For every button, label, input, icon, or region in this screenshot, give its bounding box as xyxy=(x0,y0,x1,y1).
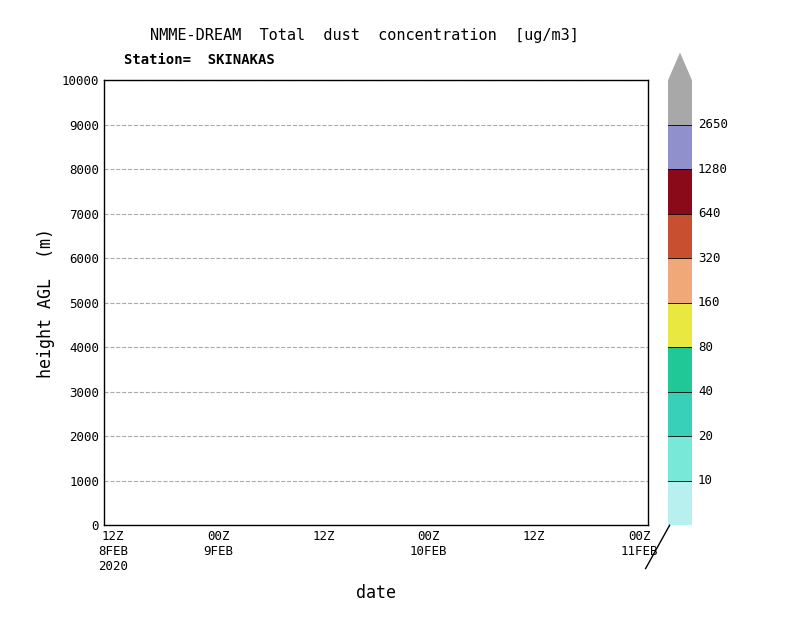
Bar xyxy=(668,214,692,258)
Text: NMME-DREAM  Total  dust  concentration  [ug/m3]: NMME-DREAM Total dust concentration [ug/… xyxy=(150,28,578,43)
Text: 10: 10 xyxy=(698,474,713,488)
Text: 80: 80 xyxy=(698,341,713,354)
Text: 160: 160 xyxy=(698,296,721,310)
Text: 40: 40 xyxy=(698,385,713,399)
Text: 640: 640 xyxy=(698,207,721,221)
Text: 1280: 1280 xyxy=(698,163,728,176)
Bar xyxy=(668,481,692,525)
Bar xyxy=(668,436,692,481)
Bar xyxy=(668,258,692,303)
Bar xyxy=(668,303,692,347)
X-axis label: date: date xyxy=(356,584,396,603)
Bar xyxy=(668,169,692,214)
Text: 20: 20 xyxy=(698,430,713,443)
Bar xyxy=(668,392,692,436)
Bar xyxy=(668,80,692,125)
Text: 2650: 2650 xyxy=(698,118,728,132)
Bar xyxy=(668,125,692,169)
Text: 320: 320 xyxy=(698,252,721,265)
Bar xyxy=(668,347,692,392)
Text: Station=  SKINAKAS: Station= SKINAKAS xyxy=(124,53,274,67)
Y-axis label: height AGL  (m): height AGL (m) xyxy=(37,228,54,378)
